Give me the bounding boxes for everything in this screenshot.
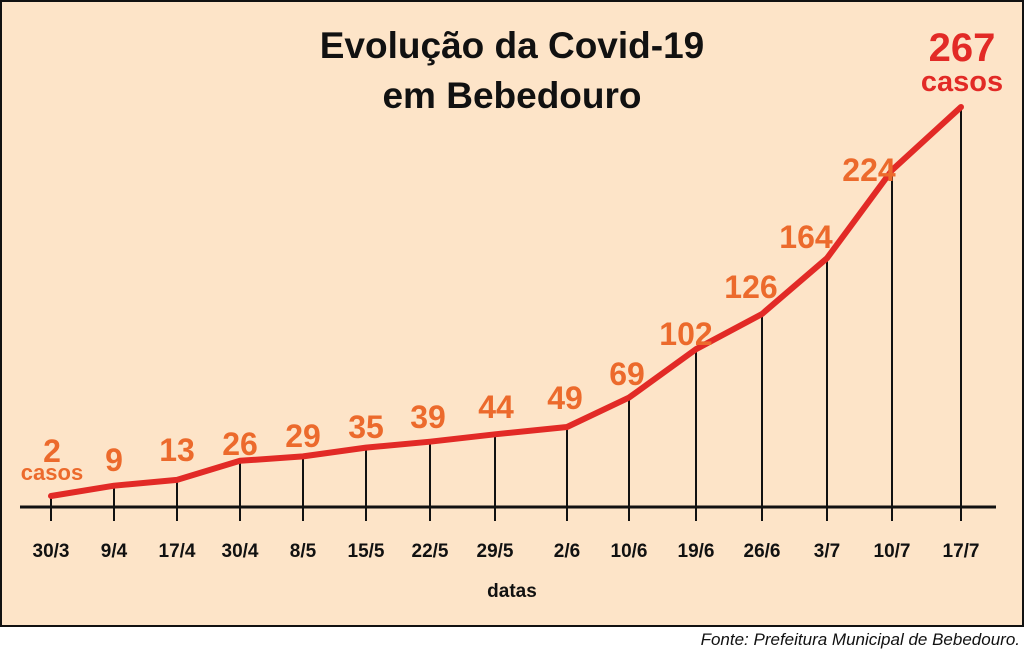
data-label: 29 [285, 418, 321, 454]
x-tick-label: 10/7 [874, 541, 911, 562]
data-label: 2 [43, 433, 61, 469]
x-tick-label: 2/6 [554, 541, 580, 562]
x-tick-label: 26/6 [744, 541, 781, 562]
data-point [300, 453, 306, 459]
data-label: 224 [842, 152, 896, 188]
data-label: 9 [105, 442, 123, 478]
x-tick-label: 3/7 [814, 541, 840, 562]
data-label: 35 [348, 409, 384, 445]
data-label: 164 [779, 219, 833, 255]
x-tick-label: 17/4 [159, 541, 196, 562]
data-point [48, 493, 54, 499]
data-label: 39 [410, 399, 446, 435]
data-label: 267 [929, 26, 996, 70]
x-tick-label: 17/7 [943, 541, 980, 562]
data-point [492, 431, 498, 437]
x-tick-label: 22/5 [412, 541, 449, 562]
data-label: 26 [222, 426, 258, 462]
data-point [824, 255, 830, 261]
data-label: 69 [609, 356, 645, 392]
data-point [111, 483, 117, 489]
x-tick-label: 29/5 [477, 541, 514, 562]
data-point [174, 477, 180, 483]
x-tick-label: 9/4 [101, 541, 128, 562]
x-tick-label: 15/5 [348, 541, 385, 562]
x-tick-label: 30/4 [222, 541, 259, 562]
data-point [427, 439, 433, 445]
data-point [237, 458, 243, 464]
data-label: 13 [159, 432, 195, 468]
chart-title-line-2: em Bebedouro [382, 75, 641, 116]
x-tick-label: 30/3 [33, 541, 70, 562]
data-point [693, 346, 699, 352]
data-point [363, 445, 369, 451]
data-point [564, 424, 570, 430]
data-label: 102 [659, 316, 712, 352]
data-label-unit: casos [921, 66, 1003, 98]
data-label: 49 [547, 380, 583, 416]
data-point [889, 167, 895, 173]
data-point [958, 104, 964, 110]
plot-area: 30/3 9/4 17/4 30/4 8/5 15/5 22/5 29/5 2/6 10/6 19/… [20, 26, 1003, 562]
chart-background [0, 0, 1024, 627]
data-label: 126 [724, 269, 777, 305]
x-axis-title: datas [487, 581, 537, 602]
chart-title-line-1: Evolução da Covid-19 [320, 25, 705, 66]
data-point [759, 311, 765, 317]
x-tick-label: 10/6 [611, 541, 648, 562]
data-point [626, 395, 632, 401]
data-label-unit: casos [21, 460, 83, 485]
x-tick-label: 19/6 [678, 541, 715, 562]
source-note: Fonte: Prefeitura Municipal de Bebedouro… [700, 630, 1020, 649]
data-label: 44 [478, 389, 514, 425]
x-tick-label: 8/5 [290, 541, 317, 562]
